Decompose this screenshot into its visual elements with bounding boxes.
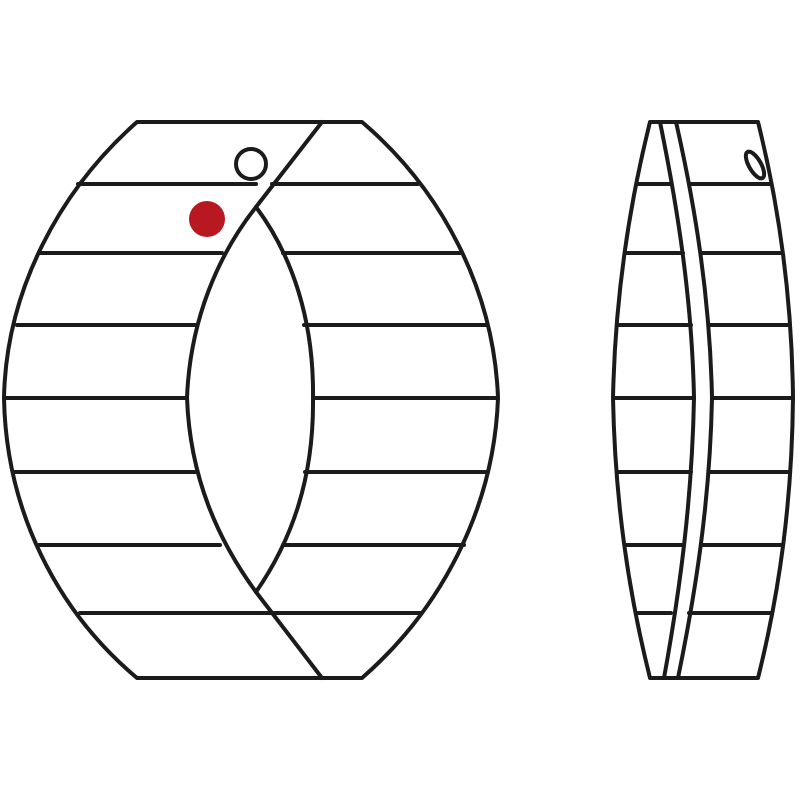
front-inner-opening	[185, 205, 316, 594]
front-bottom-split-line	[254, 590, 324, 680]
side-outer-outline	[611, 120, 795, 680]
side-view	[611, 120, 795, 680]
front-view	[2, 120, 500, 680]
front-right-facets	[260, 182, 500, 615]
side-left-facets	[612, 182, 696, 615]
front-outer-outline	[2, 120, 500, 680]
side-right-facets	[687, 182, 795, 615]
hanging-hole-icon	[234, 147, 268, 181]
front-top-split-line	[254, 120, 324, 209]
red-dot-icon	[189, 201, 225, 237]
front-left-facets	[2, 182, 264, 615]
side-hole-icon	[743, 149, 767, 181]
